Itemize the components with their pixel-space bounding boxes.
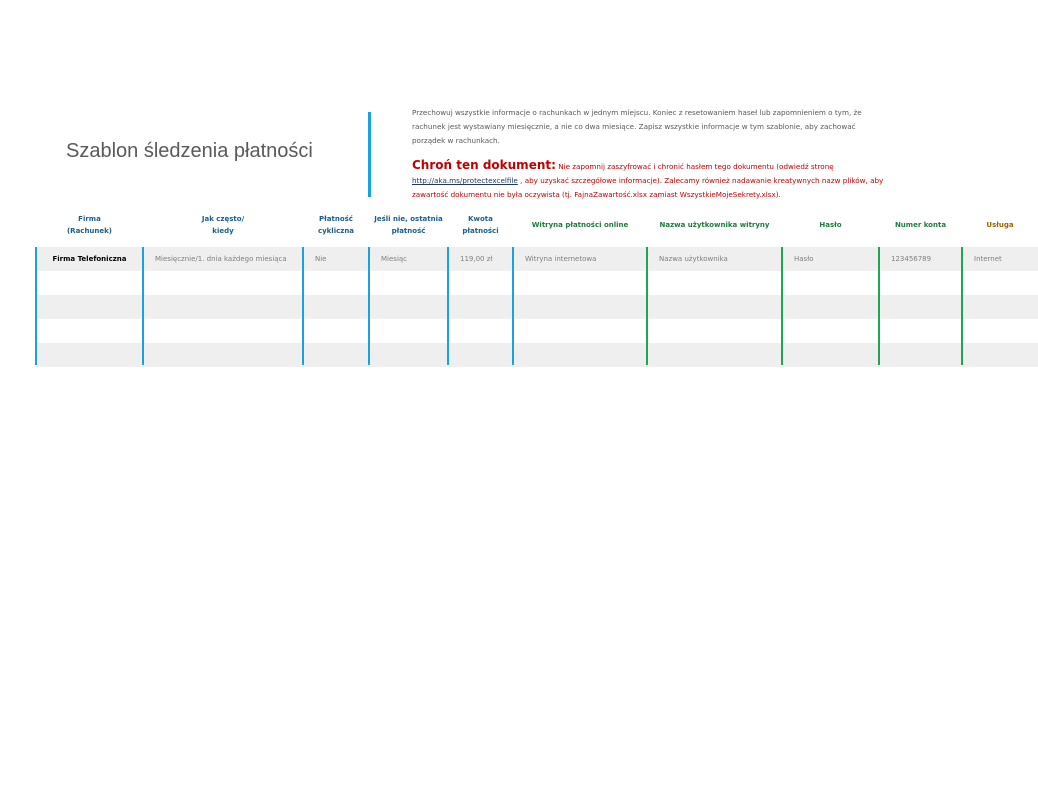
protect-link[interactable]: http://aka.ms/protectexcelfile: [412, 176, 518, 185]
column-separator: [961, 247, 963, 365]
table-cell: Firma Telefoniczna: [52, 255, 127, 263]
table-cell: 119,00 zł: [460, 255, 493, 263]
table-row: [36, 319, 1038, 343]
divider: [368, 112, 371, 197]
column-header: Firma (Rachunek): [66, 215, 112, 235]
table-row: [36, 295, 1038, 319]
column-header: Witryna płatności online: [531, 221, 629, 229]
table-cell: Nazwa użytkownika: [659, 255, 728, 263]
table-cell: Hasło: [794, 255, 814, 263]
column-header: Jeśli nie, ostatnia płatność: [374, 215, 443, 235]
protect-after: , aby uzyskać szczegółowe informacje). Z…: [412, 176, 884, 199]
column-separator: [447, 247, 449, 365]
table-row: [36, 343, 1038, 367]
column-separator: [35, 247, 37, 365]
table-cell: Witryna internetowa: [525, 255, 597, 263]
intro: Przechowuj wszystkie informacje o rachun…: [412, 108, 862, 145]
table-cell: Nie: [315, 255, 327, 263]
column-header: Kwota płatności: [462, 215, 499, 235]
column-separator: [781, 247, 783, 365]
table-cell: Internet: [974, 255, 1002, 263]
column-header: Hasło: [819, 221, 842, 229]
column-separator: [512, 247, 514, 365]
table-row: Firma Telefoniczna Miesięcznie/1. dnia ka…: [36, 247, 1038, 271]
column-header: Numer konta: [894, 221, 947, 229]
table-cell: Miesiąc: [381, 255, 408, 263]
protect-note: Chroń ten dokument: Nie zapomnij zaszyfr…: [412, 158, 892, 202]
column-header: Płatność cykliczna: [317, 215, 355, 235]
column-separator: [646, 247, 648, 365]
title: Szablon śledzenia płatności: [66, 140, 313, 162]
protect-text: Nie zapomnij zaszyfrować i chronić hasłe…: [558, 162, 834, 171]
column-header: Usługa: [986, 221, 1014, 229]
column-header: Jak często/kiedy: [201, 215, 245, 235]
table-cell: 123456789: [891, 255, 932, 263]
column-separator: [302, 247, 304, 365]
column-separator: [878, 247, 880, 365]
table-row: [36, 271, 1038, 295]
protect-label: Chroń ten dokument:: [412, 158, 556, 172]
column-separator: [368, 247, 370, 365]
table-cell: Miesięcznie/1. dnia każdego miesiąca: [155, 255, 287, 263]
column-header: Nazwa użytkownika witryny: [659, 221, 770, 229]
column-separator: [142, 247, 144, 365]
